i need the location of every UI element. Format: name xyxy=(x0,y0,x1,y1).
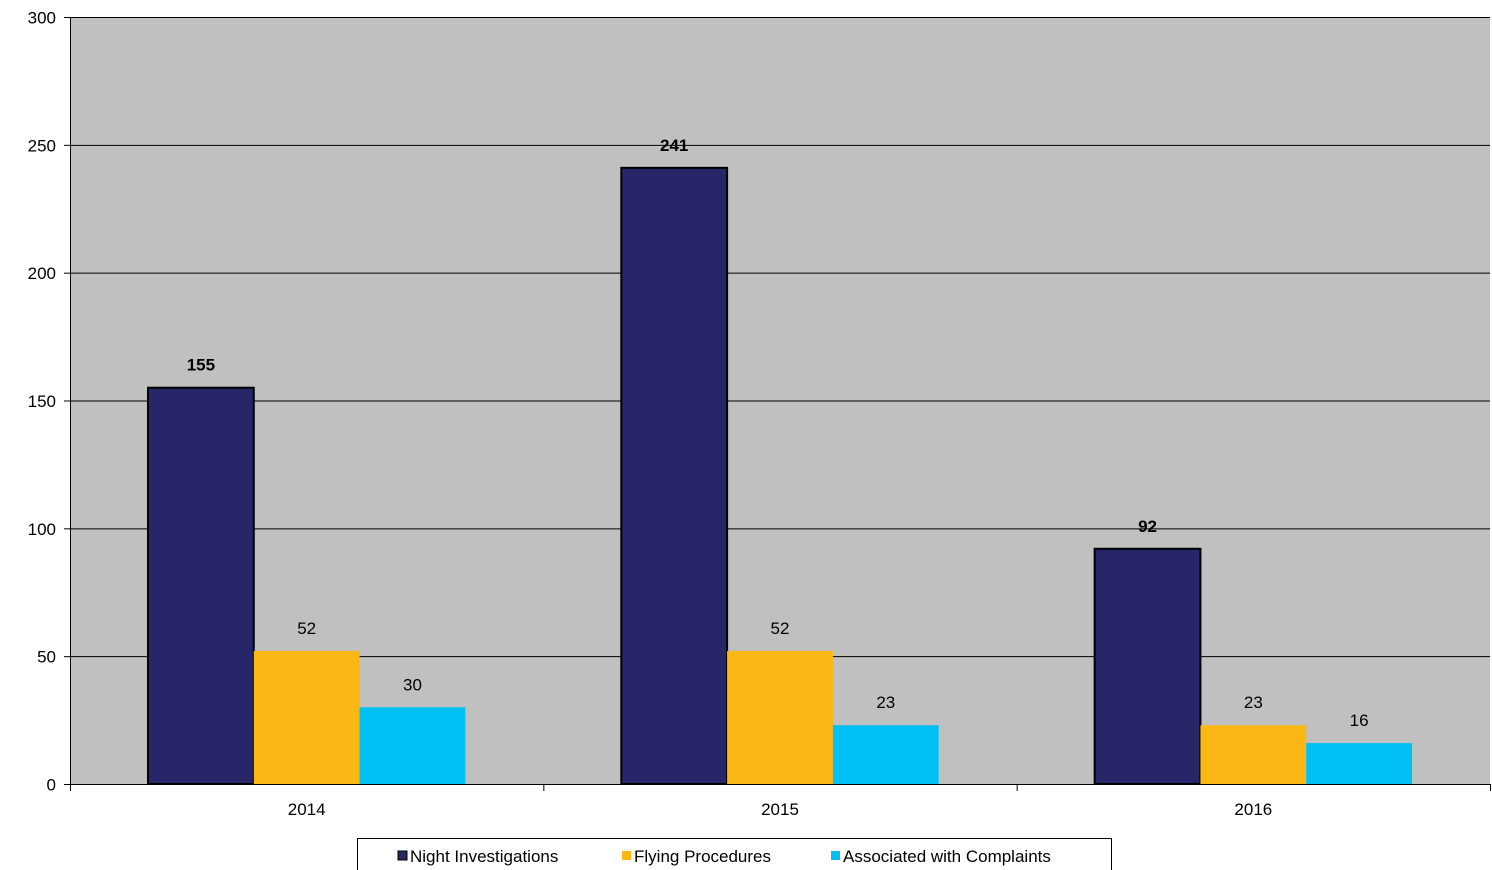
x-tick-label-2016: 2016 xyxy=(1234,800,1272,819)
x-axis-ticks: 2014 2015 2016 xyxy=(70,784,1491,819)
y-tick-label-300: 300 xyxy=(28,9,56,28)
axes xyxy=(70,17,1490,785)
y-axis-ticks: 0 50 100 150 200 250 300 xyxy=(28,9,70,795)
bar-2015-series-0 xyxy=(620,166,729,786)
y-tick-label-0: 0 xyxy=(47,776,56,795)
bar-2014-series-0 xyxy=(146,386,255,785)
legend-swatch-series-0 xyxy=(397,850,408,861)
legend-swatch-series-2 xyxy=(831,851,840,860)
bar-2016-series-2 xyxy=(1306,743,1413,784)
legend-label-series-0: Night Investigations xyxy=(410,847,558,866)
bar-2015-series-1 xyxy=(727,651,833,784)
data-label-2014-series-0: 155 xyxy=(187,356,215,375)
x-tick-label-2014: 2014 xyxy=(288,800,326,819)
legend-label-series-1: Flying Procedures xyxy=(634,847,771,866)
y-tick-label-200: 200 xyxy=(28,264,56,283)
bar-2016-series-1 xyxy=(1200,725,1307,784)
data-label-2015-series-0: 241 xyxy=(660,136,688,155)
y-tick-label-150: 150 xyxy=(28,392,56,411)
legend-swatch-series-1 xyxy=(622,851,631,860)
data-label-2016-series-2: 16 xyxy=(1350,711,1369,730)
data-label-2015-series-1: 52 xyxy=(771,619,790,638)
data-label-2014-series-1: 52 xyxy=(297,619,316,638)
data-label-2016-series-0: 92 xyxy=(1138,517,1157,536)
legend-box xyxy=(357,838,1112,870)
y-tick-label-50: 50 xyxy=(37,648,56,667)
data-label-2015-series-2: 23 xyxy=(876,693,895,712)
bar-2014-series-1 xyxy=(253,651,360,784)
bars xyxy=(146,166,1413,786)
legend: Night Investigations Flying Procedures Ass… xyxy=(357,838,1112,870)
bar-2014-series-2 xyxy=(359,707,466,784)
data-labels: 155 52 30 241 52 23 92 23 16 xyxy=(187,136,1369,730)
data-label-2014-series-2: 30 xyxy=(403,675,422,694)
x-tick-label-2015: 2015 xyxy=(761,800,799,819)
data-label-2016-series-1: 23 xyxy=(1244,693,1263,712)
bar-2015-series-2 xyxy=(832,725,939,784)
bar-2016-series-0 xyxy=(1093,547,1202,786)
legend-label-series-2: Associated with Complaints xyxy=(843,847,1051,866)
y-tick-label-100: 100 xyxy=(28,520,56,539)
y-tick-label-250: 250 xyxy=(28,136,56,155)
